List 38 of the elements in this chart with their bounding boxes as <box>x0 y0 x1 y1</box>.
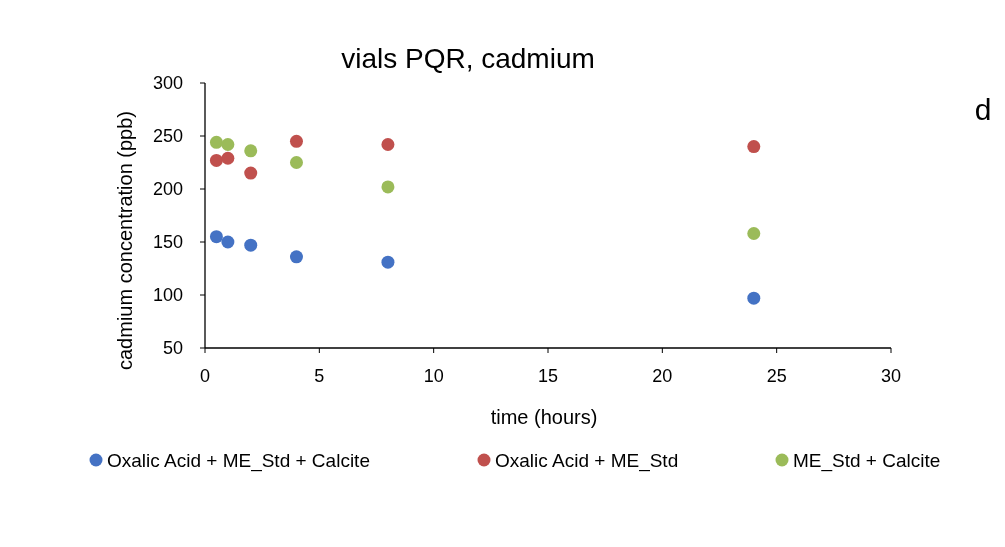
y-tick-label: 300 <box>152 73 183 94</box>
point <box>381 180 395 194</box>
x-tick-label: 10 <box>423 366 444 386</box>
y-tick-label: 200 <box>152 179 183 200</box>
x-tick-label: 0 <box>199 366 211 386</box>
point <box>209 153 223 167</box>
point <box>381 255 395 269</box>
legend-label: Oxalic Acid + ME_Std + Calcite <box>107 449 370 472</box>
y-tick-label: 250 <box>152 126 183 147</box>
text: d <box>974 93 992 126</box>
point <box>221 137 235 151</box>
y-tick-label: 50 <box>162 338 183 359</box>
legend-label: Oxalic Acid + ME_Std <box>495 449 679 472</box>
x-tick-label: 30 <box>880 366 902 386</box>
y-tick-label: 100 <box>152 285 183 306</box>
legend-label: ME_Std + Calcite <box>793 449 941 472</box>
point <box>289 156 303 169</box>
point <box>244 238 258 252</box>
point <box>244 144 258 158</box>
point <box>289 134 303 148</box>
x-tick-label: 20 <box>652 366 673 386</box>
x-axis-title: time (hours) <box>490 406 598 428</box>
point <box>747 291 761 305</box>
y-tick-label: 150 <box>152 232 183 253</box>
x-tick-label: 15 <box>537 366 559 386</box>
point <box>209 230 223 244</box>
point <box>221 235 235 249</box>
chart-title: vials PQR, cadmium <box>341 43 595 74</box>
point <box>244 166 258 180</box>
x-tick-label: 25 <box>766 366 787 386</box>
point <box>289 250 303 264</box>
x-tick-label: 5 <box>314 366 325 386</box>
point <box>747 140 761 154</box>
point <box>221 151 235 165</box>
point <box>209 135 223 149</box>
point <box>381 137 395 151</box>
y-axis-title: cadmium concentration (ppb) <box>114 110 136 371</box>
point <box>747 227 761 241</box>
